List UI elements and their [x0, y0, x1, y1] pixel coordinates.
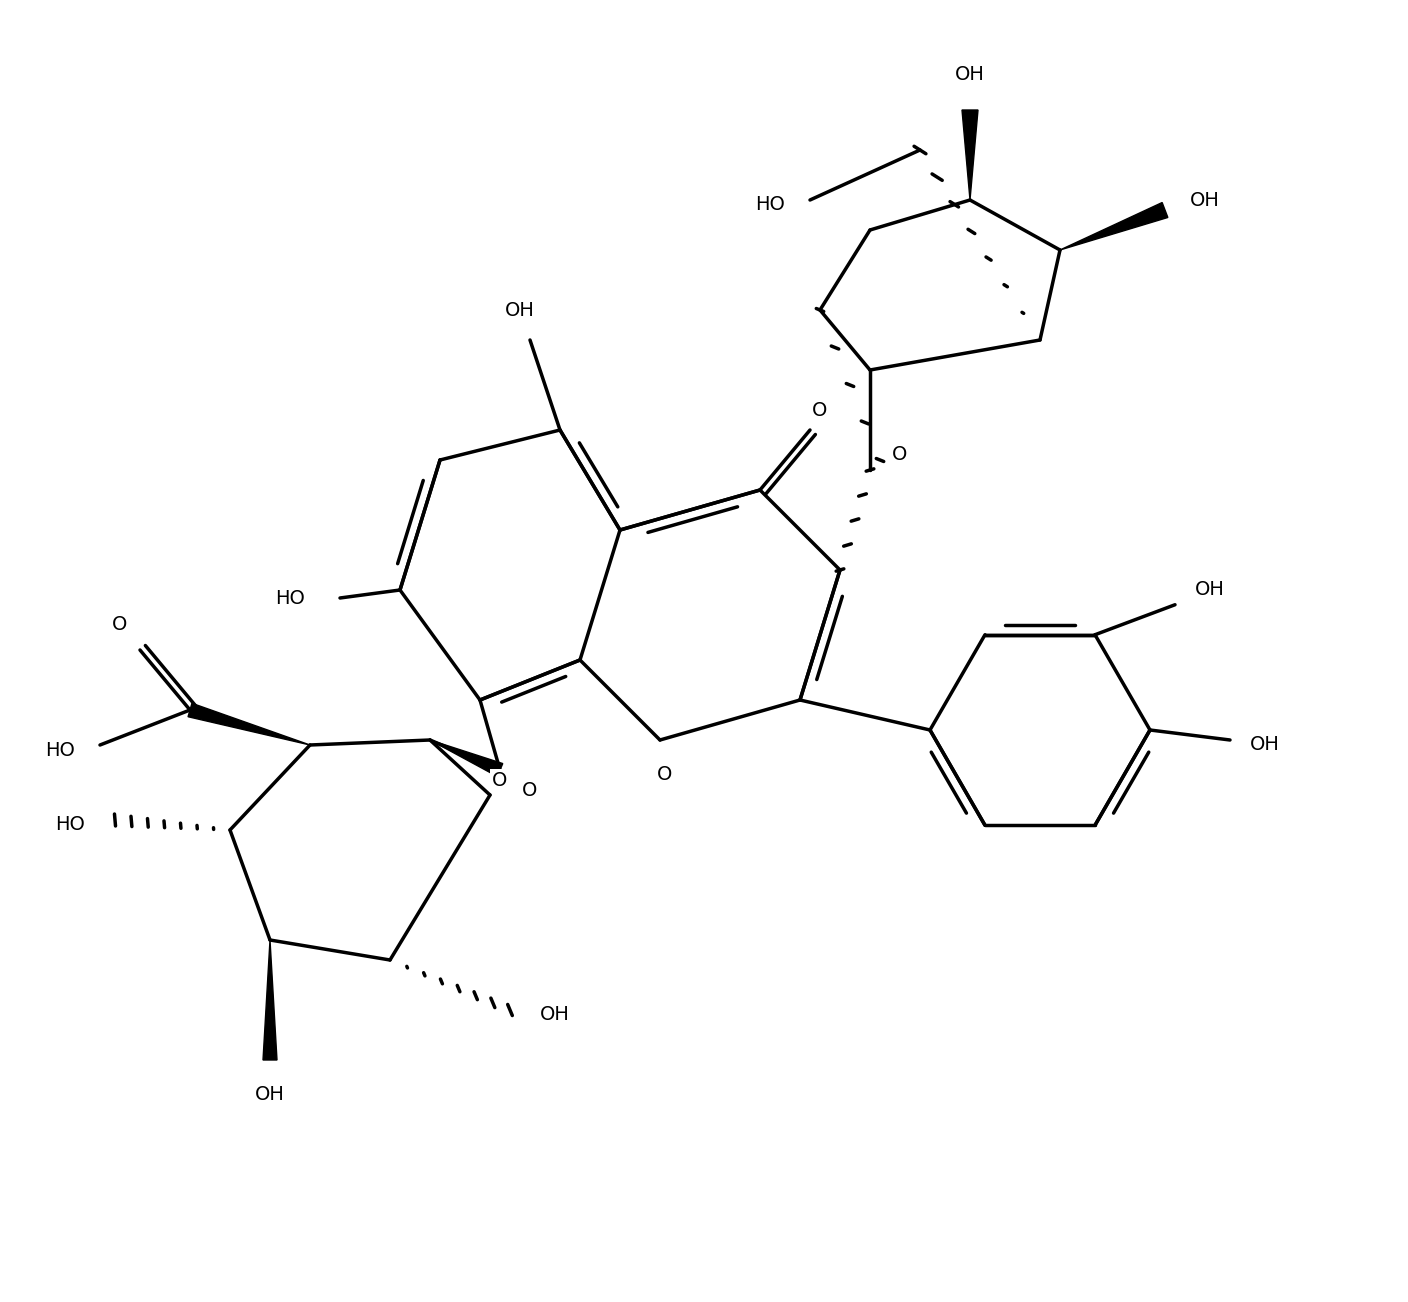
Text: OH: OH: [541, 1005, 570, 1025]
Polygon shape: [429, 740, 503, 776]
Text: OH: OH: [955, 65, 986, 85]
Text: OH: OH: [1190, 190, 1219, 210]
Polygon shape: [189, 703, 310, 745]
Polygon shape: [1060, 203, 1167, 250]
Text: HO: HO: [45, 741, 75, 759]
Text: HO: HO: [755, 195, 784, 215]
Text: O: O: [522, 780, 538, 799]
Text: O: O: [658, 766, 673, 785]
Text: O: O: [493, 771, 508, 789]
Polygon shape: [263, 940, 277, 1060]
Text: O: O: [812, 401, 828, 419]
Text: O: O: [893, 445, 908, 465]
Text: OH: OH: [255, 1086, 284, 1104]
Polygon shape: [962, 109, 979, 201]
Text: HO: HO: [55, 815, 84, 835]
Text: OH: OH: [505, 301, 535, 319]
Text: OH: OH: [1195, 581, 1225, 599]
Text: O: O: [113, 616, 128, 634]
Text: OH: OH: [1250, 736, 1280, 754]
Text: HO: HO: [275, 589, 306, 608]
